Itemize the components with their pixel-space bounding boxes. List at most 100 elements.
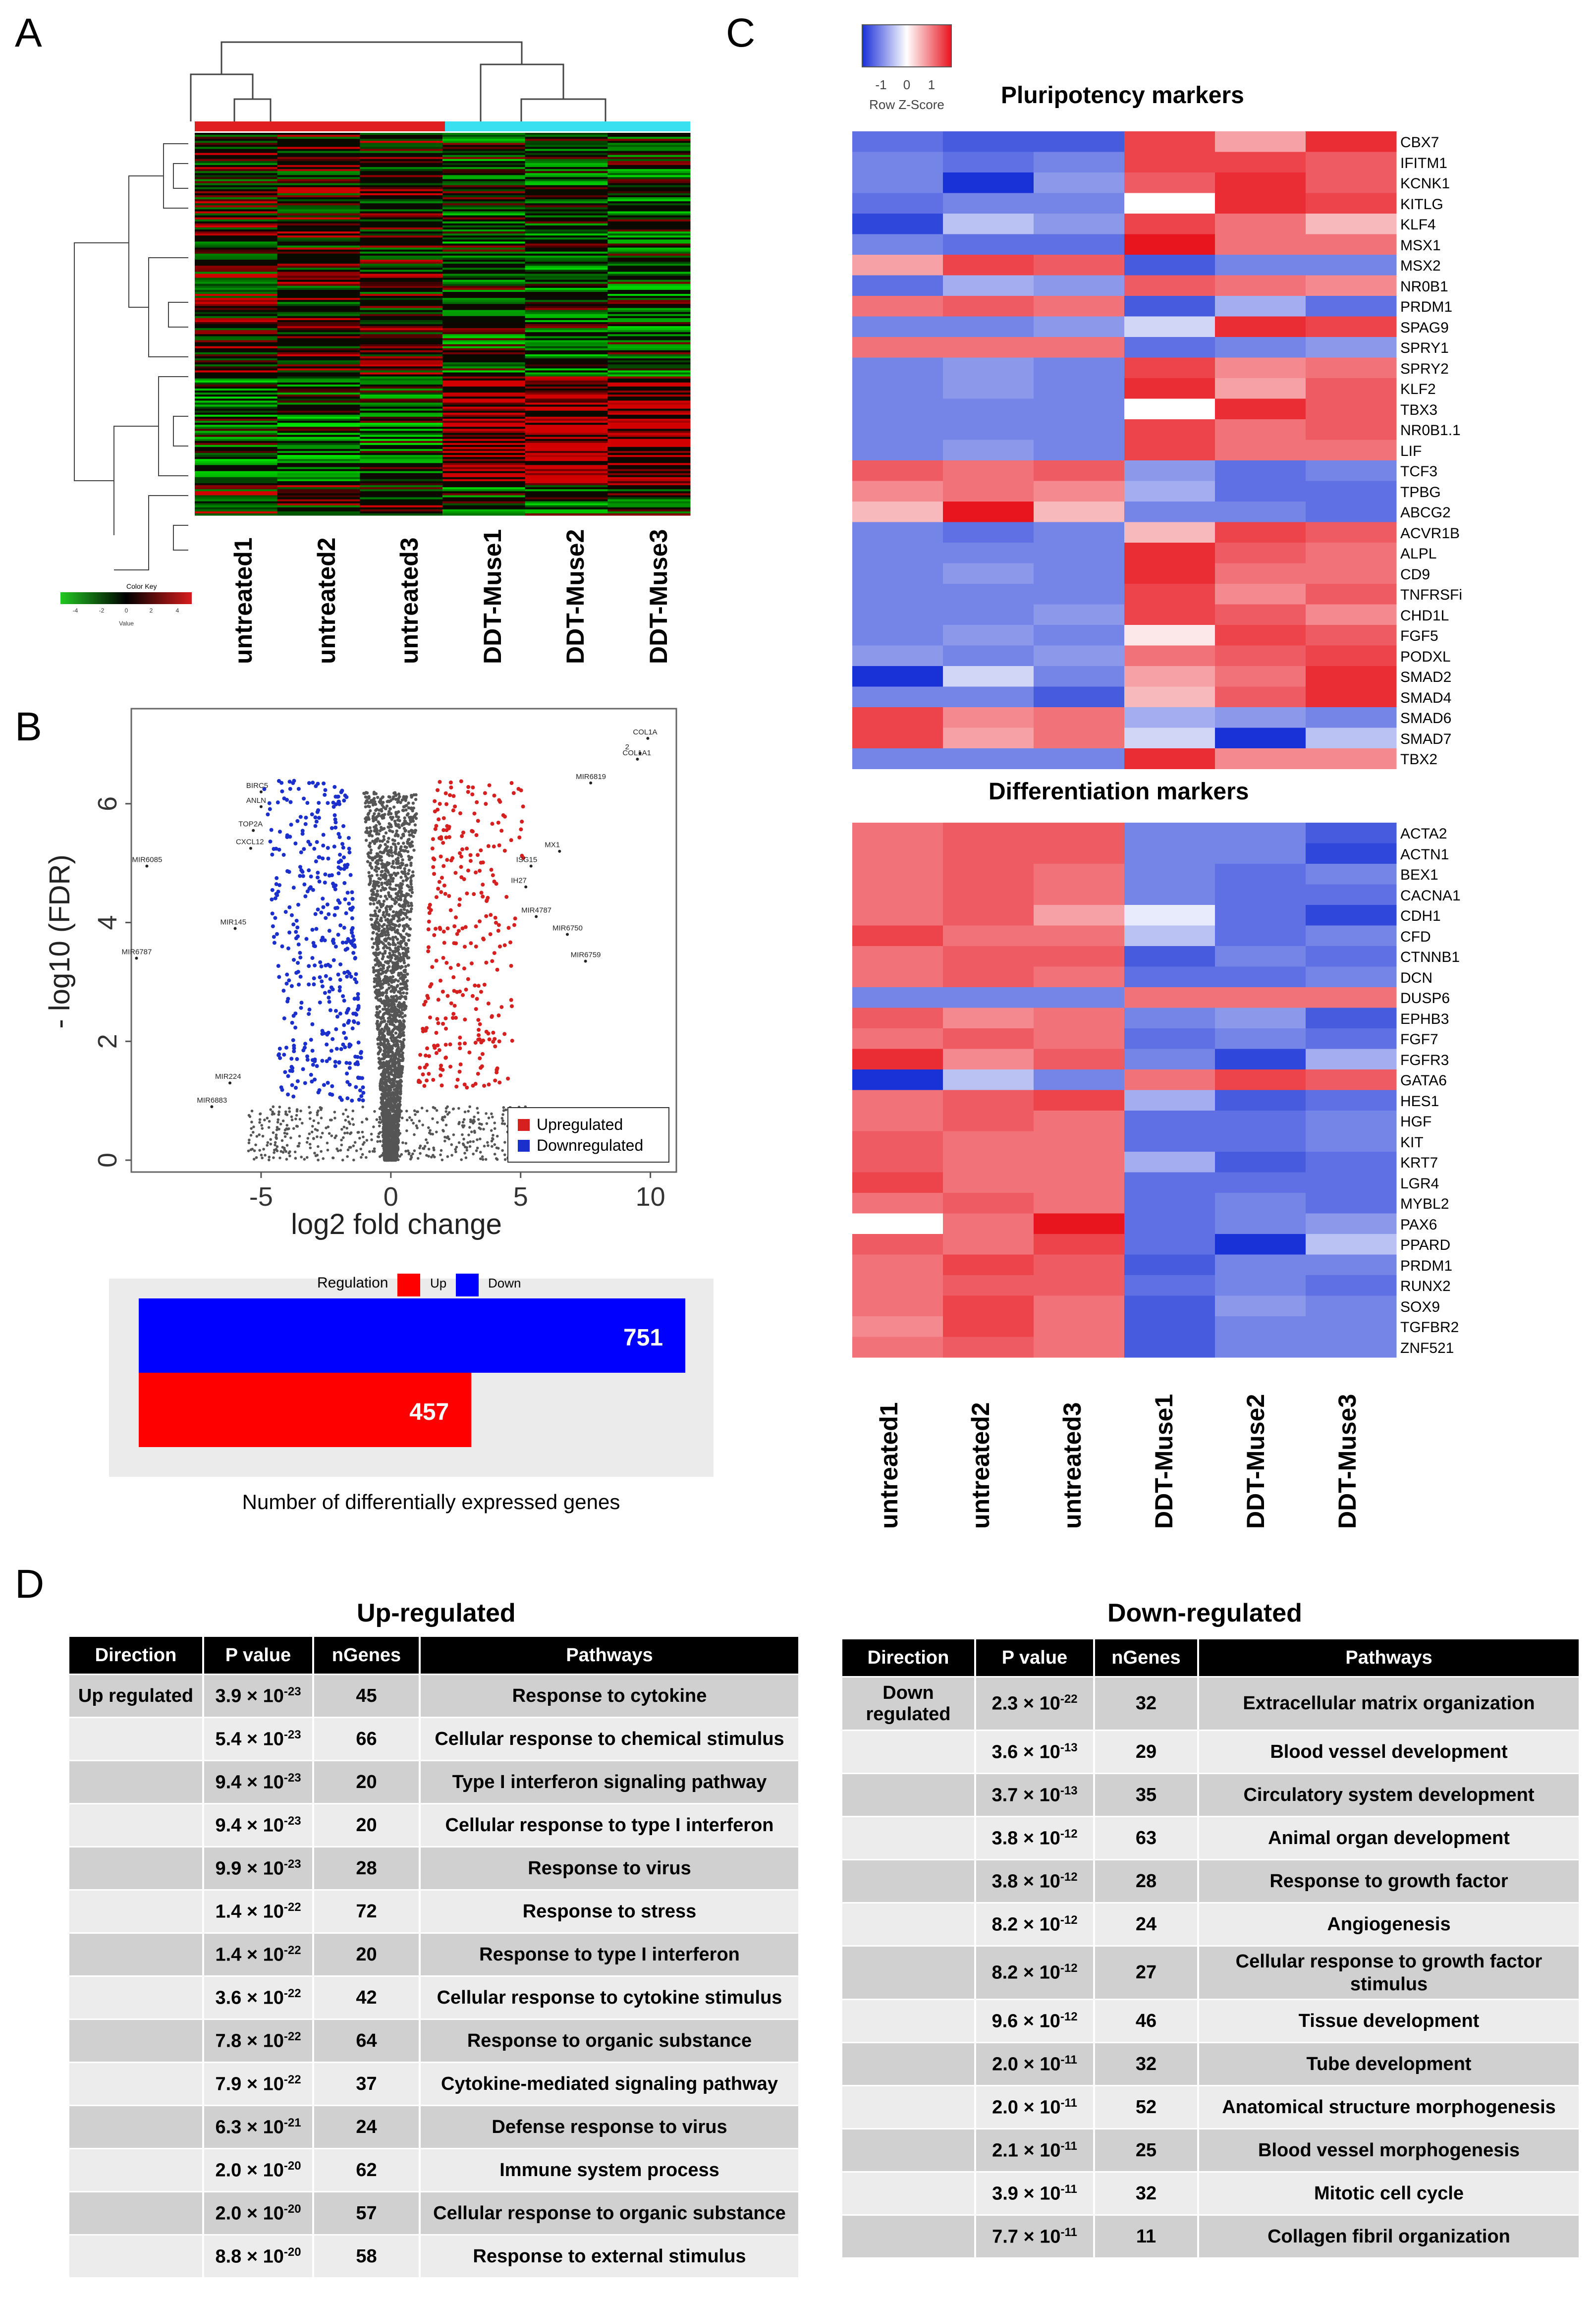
heatmap-cell <box>525 338 608 341</box>
volcano-point-ns <box>382 963 385 967</box>
volcano-point-ns <box>388 1078 392 1081</box>
heatmap-cell <box>360 287 443 290</box>
volcano-point-up <box>428 902 432 907</box>
heatmap-cell <box>360 372 443 375</box>
volcano-point-down <box>347 1065 352 1070</box>
heatmap-cell <box>525 467 608 470</box>
volcano-point-ns <box>387 955 391 959</box>
heatmap-cell <box>607 270 691 272</box>
heatmap-cell <box>277 149 360 152</box>
volcano-point-ns <box>387 837 390 840</box>
volcano-point-up <box>443 1043 448 1047</box>
heatmap-cell <box>360 491 443 494</box>
volcano-point-ns <box>308 1143 312 1146</box>
volcano-point-down <box>288 800 293 804</box>
volcano-point-up <box>496 820 500 825</box>
volcano-point-down <box>312 976 316 981</box>
volcano-point-down <box>353 1055 358 1059</box>
heatmap-cell <box>360 356 443 359</box>
heatmap-cell <box>525 392 608 395</box>
volcano-point-ns <box>397 1106 400 1110</box>
heatmap-cell <box>195 475 278 478</box>
heatmap-cell <box>525 249 608 252</box>
volcano-point-up <box>509 781 514 785</box>
volcano-point-ns <box>404 808 408 812</box>
heatmap-cell <box>277 173 360 175</box>
volcano-point-ns <box>322 1157 325 1160</box>
heatmap-cell <box>442 483 526 486</box>
heatmap-cell <box>607 187 691 190</box>
volcano-point-ns <box>414 797 418 801</box>
volcano-point-ns <box>396 1125 400 1128</box>
labeled-gene-point <box>638 751 642 755</box>
volcano-point-ns <box>385 883 389 887</box>
heatmap-cell <box>195 489 278 492</box>
heatmap-cell <box>442 402 526 405</box>
heatmap-cell <box>607 408 691 411</box>
volcano-point-ns <box>365 1156 368 1159</box>
heatmap-cell <box>607 398 691 401</box>
volcano-point-ns <box>261 1156 264 1160</box>
volcano-point-ns <box>374 865 378 869</box>
heatmap-cell <box>195 495 278 498</box>
heatmap-cell <box>195 179 278 182</box>
volcano-point-ns <box>365 795 368 799</box>
volcano-point-ns <box>396 1148 400 1152</box>
volcano-point-ns <box>387 983 390 986</box>
volcano-point-ns <box>388 976 392 979</box>
heatmap-cell <box>195 283 278 286</box>
volcano-point-ns <box>387 986 391 990</box>
volcano-point-ns <box>394 797 398 801</box>
volcano-point-ns <box>399 955 403 959</box>
heatmap-cell <box>360 418 443 421</box>
heatmap-cell <box>360 467 443 470</box>
volcano-point-ns <box>385 1060 388 1064</box>
heatmap-cell <box>277 281 360 284</box>
heatmap-cell <box>607 334 691 336</box>
volcano-point-ns <box>380 1106 383 1109</box>
volcano-point-down <box>312 944 316 948</box>
volcano-point-ns <box>402 952 406 955</box>
heatmap-cell <box>607 467 691 470</box>
heatmap-cell <box>525 330 608 333</box>
volcano-point-ns <box>372 970 376 974</box>
heatmap-cell <box>195 511 278 514</box>
volcano-point-ns <box>451 1108 455 1111</box>
heatmap-cell <box>360 231 443 234</box>
heatmap-cell <box>442 169 526 171</box>
volcano-point-ns <box>487 1116 491 1120</box>
heatmap-cell <box>360 389 443 391</box>
volcano-point-ns <box>382 838 386 841</box>
heatmap-cell <box>195 169 278 171</box>
volcano-point-up <box>479 860 483 865</box>
heatmap-cell <box>525 376 608 379</box>
volcano-point-ns <box>340 1143 343 1147</box>
volcano-point-ns <box>409 1158 412 1161</box>
volcano-point-ns <box>386 1133 390 1137</box>
heatmap-cell <box>195 463 278 465</box>
volcano-point-down <box>299 850 303 854</box>
volcano-point-ns <box>284 1113 287 1116</box>
volcano-point-down <box>317 816 321 820</box>
volcano-point-ns <box>394 1119 397 1122</box>
volcano-point-ns <box>372 819 375 823</box>
volcano-point-ns <box>389 995 393 999</box>
volcano-point-up <box>439 1073 443 1078</box>
heatmap-cell <box>525 396 608 399</box>
volcano-point-ns <box>333 1117 336 1120</box>
heatmap-cell <box>277 197 360 200</box>
volcano-point-ns <box>387 893 391 897</box>
heatmap-cell <box>277 392 360 395</box>
volcano-point-ns <box>390 865 394 868</box>
heatmap-cell <box>442 352 526 355</box>
heatmap-cell <box>195 151 278 154</box>
volcano-point-down <box>323 938 327 943</box>
volcano-point-ns <box>376 1135 380 1138</box>
heatmap-cell <box>360 306 443 308</box>
volcano-point-ns <box>400 863 404 867</box>
heatmap-cell <box>607 153 691 156</box>
volcano-point-down <box>336 972 340 977</box>
volcano-point-ns <box>396 1158 400 1161</box>
volcano-point-up <box>433 799 437 803</box>
heatmap-cell <box>195 289 278 292</box>
